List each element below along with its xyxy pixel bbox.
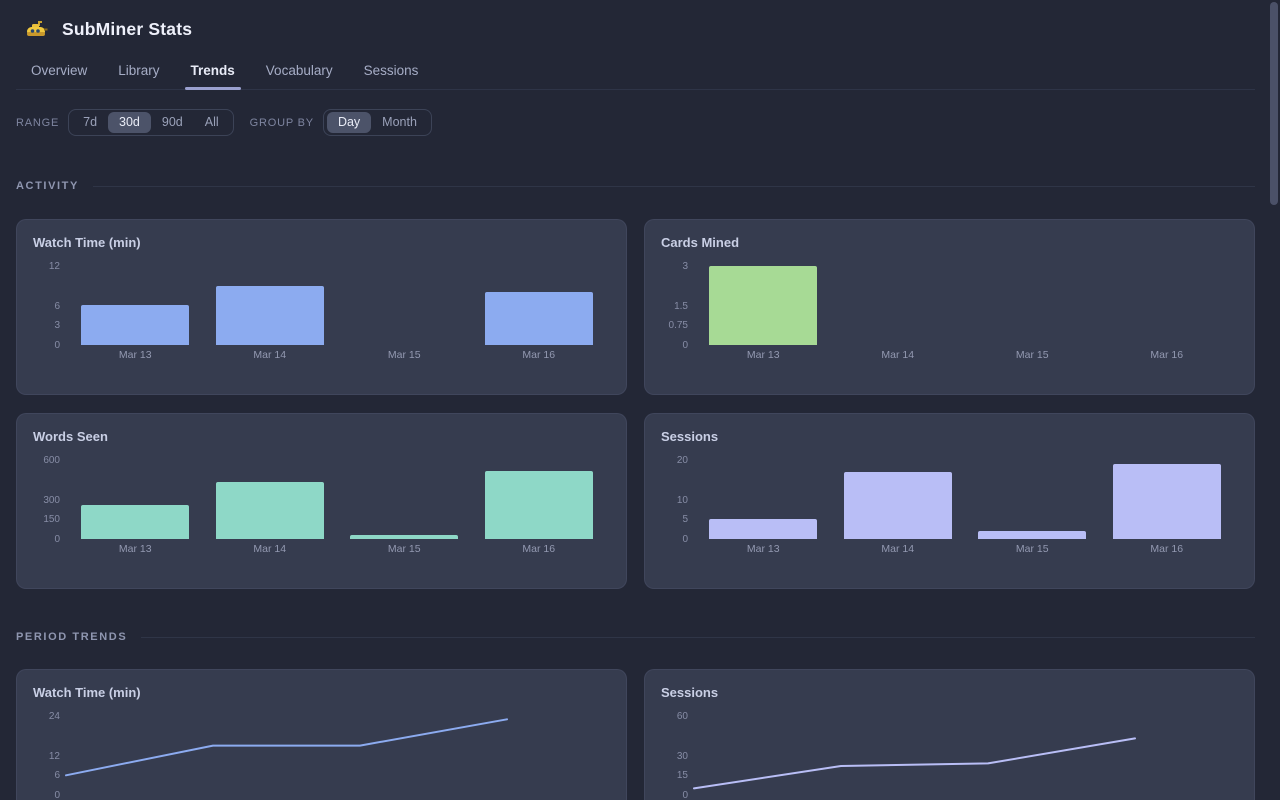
groupby-option-month[interactable]: Month <box>382 115 417 129</box>
bar-mar-14 <box>215 286 324 345</box>
range-segmented-control: 7d 30d 90d All <box>68 109 234 136</box>
y-axis-tick: 5 <box>682 514 688 526</box>
chart-card-sessions-daily: Sessions 20 10 5 0 Mar 13 Mar 14 Mar 15 Mar 16 <box>644 413 1255 589</box>
chart-title: Sessions <box>661 429 719 444</box>
bar-mar-13 <box>709 519 818 539</box>
chart-card-watch-time-daily: Watch Time (min) 12 6 3 0 Mar 13 Mar 14 Mar 15 M… <box>16 219 627 395</box>
tab-vocabulary[interactable]: Vocabulary <box>265 63 333 78</box>
x-axis-label: Mar 14 <box>881 349 915 361</box>
x-axis-label: Mar 15 <box>387 349 421 361</box>
x-axis-label: Mar 15 <box>1015 349 1049 361</box>
y-axis-tick: 20 <box>676 455 688 466</box>
y-axis-tick: 6 <box>54 300 60 312</box>
y-axis-tick: 60 <box>676 711 688 722</box>
y-axis-tick: 0 <box>682 790 688 800</box>
app-header: SubMiner Stats <box>0 0 1280 42</box>
y-axis-tick: 3 <box>682 261 688 272</box>
scrollbar[interactable] <box>1268 0 1280 800</box>
x-axis-label: Mar 14 <box>881 543 915 555</box>
x-axis-label: Mar 16 <box>1150 349 1184 361</box>
x-axis-label: Mar 15 <box>1015 543 1049 555</box>
x-axis-label: Mar 16 <box>522 543 556 555</box>
y-axis-tick: 10 <box>676 494 688 506</box>
section-divider <box>92 185 1255 187</box>
chart-title: Watch Time (min) <box>33 235 141 250</box>
range-option-all[interactable]: All <box>204 115 219 129</box>
bar-mar-13 <box>81 305 190 345</box>
section-header-activity: ACTIVITY <box>16 179 1255 193</box>
chart-title: Words Seen <box>33 429 108 444</box>
chart-title: Sessions <box>661 685 719 700</box>
chart-card-words-seen-daily: Words Seen 600 300 150 0 Mar 13 Mar 14 Mar 15 Ma… <box>16 413 627 589</box>
bar-mar-13 <box>81 505 190 539</box>
y-axis-tick: 0 <box>54 340 60 351</box>
trend-line <box>65 718 508 777</box>
y-axis-tick: 12 <box>48 750 60 762</box>
tab-bar: Overview Library Trends Vocabulary Sessions <box>16 54 1255 90</box>
range-option-30d[interactable]: 30d <box>108 112 151 133</box>
groupby-segmented-control: Day Month <box>322 109 432 136</box>
y-axis-tick: 600 <box>43 455 60 466</box>
y-axis-tick: 0.75 <box>668 320 688 332</box>
trend-line-plot <box>693 737 1136 790</box>
chart-card-cards-mined-daily: Cards Mined 3 1.5 0.75 0 Mar 13 Mar 14 Mar 15 Ma… <box>644 219 1255 395</box>
range-option-7d[interactable]: 7d <box>83 115 98 129</box>
scrollbar-thumb[interactable] <box>1270 2 1278 205</box>
range-option-90d[interactable]: 90d <box>161 115 183 129</box>
y-axis-tick: 150 <box>43 514 60 526</box>
activity-chart-grid: Watch Time (min) 12 6 3 0 Mar 13 Mar 14 Mar 15 M… <box>16 219 1280 589</box>
x-axis-label: Mar 13 <box>746 543 780 555</box>
section-title: ACTIVITY <box>16 180 79 192</box>
y-axis-tick: 1.5 <box>674 300 688 312</box>
bar-mar-16 <box>1112 464 1221 539</box>
chart-card-watch-time-trend: Watch Time (min) 24 12 6 0 <box>16 669 627 800</box>
y-axis-tick: 3 <box>54 320 60 332</box>
y-axis-tick: 12 <box>48 261 60 272</box>
groupby-label: GROUP BY <box>249 116 314 129</box>
section-divider <box>141 636 1255 638</box>
x-axis-label: Mar 14 <box>253 543 287 555</box>
chart-title: Watch Time (min) <box>33 685 141 700</box>
x-axis-label: Mar 15 <box>387 543 421 555</box>
filter-bar: RANGE 7d 30d 90d All GROUP BY Day Month <box>16 109 1280 136</box>
section-header-period-trends: PERIOD TRENDS <box>16 630 1255 644</box>
bar-mar-15 <box>350 535 459 539</box>
trend-line-plot <box>65 718 508 777</box>
x-axis-label: Mar 16 <box>1150 543 1184 555</box>
x-axis-label: Mar 13 <box>118 543 152 555</box>
page-title: SubMiner Stats <box>62 18 193 39</box>
range-label: RANGE <box>16 116 60 129</box>
x-axis-label: Mar 13 <box>118 349 152 361</box>
y-axis-tick: 15 <box>676 770 688 782</box>
tab-overview[interactable]: Overview <box>31 63 88 78</box>
tab-sessions[interactable]: Sessions <box>363 63 419 78</box>
bar-mar-16 <box>484 292 593 345</box>
x-axis-label: Mar 13 <box>746 349 780 361</box>
y-axis-tick: 0 <box>682 534 688 545</box>
chart-title: Cards Mined <box>661 235 740 250</box>
trend-line <box>693 737 1136 790</box>
y-axis-tick: 6 <box>54 770 60 782</box>
groupby-option-day[interactable]: Day <box>326 112 372 133</box>
tab-library[interactable]: Library <box>118 63 160 78</box>
y-axis-tick: 0 <box>54 534 60 545</box>
x-axis-label: Mar 16 <box>522 349 556 361</box>
bar-mar-14 <box>843 472 952 539</box>
bar-mar-15 <box>978 531 1087 539</box>
submarine-icon <box>26 20 48 38</box>
tab-trends[interactable]: Trends <box>184 54 242 90</box>
y-axis-tick: 24 <box>48 711 60 722</box>
period-trends-chart-grid: Watch Time (min) 24 12 6 0 Sessions 60 30 15 0 <box>16 669 1280 800</box>
section-title: PERIOD TRENDS <box>16 631 128 643</box>
bar-mar-14 <box>215 482 324 539</box>
chart-card-sessions-trend: Sessions 60 30 15 0 <box>644 669 1255 800</box>
bar-mar-13 <box>709 266 818 345</box>
y-axis-tick: 300 <box>43 494 60 506</box>
y-axis-tick: 0 <box>54 790 60 800</box>
bar-mar-16 <box>484 471 593 539</box>
x-axis-label: Mar 14 <box>253 349 287 361</box>
y-axis-tick: 0 <box>682 340 688 351</box>
y-axis-tick: 30 <box>676 750 688 762</box>
